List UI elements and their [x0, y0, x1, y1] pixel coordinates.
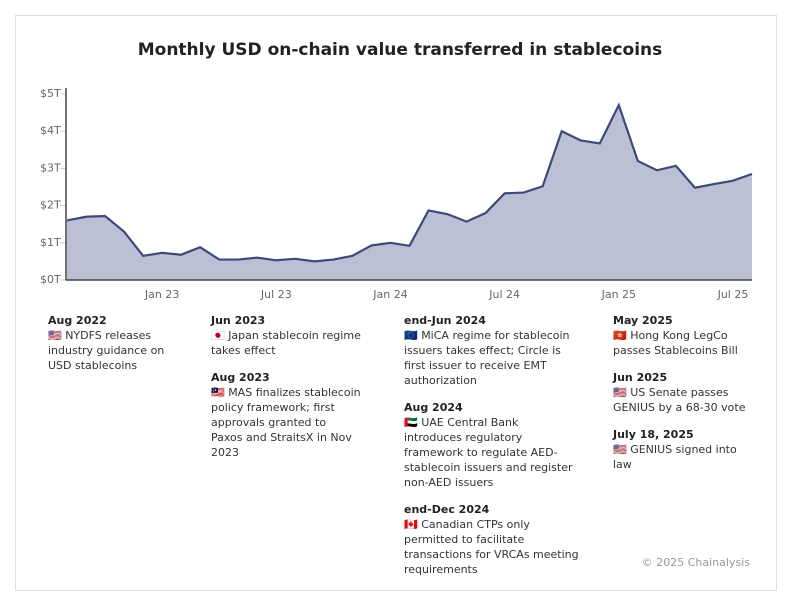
annotation: Jun 2025 🇺🇸 US Senate passes GENIUS by a …: [613, 370, 753, 415]
annotation: Aug 2023 🇲🇾 MAS finalizes stablecoin poli…: [211, 370, 361, 460]
annotation-text: 🇪🇺 MiCA regime for stablecoin issuers ta…: [404, 329, 570, 387]
annotation-column: end-Jun 2024 🇪🇺 MiCA regime for stablecoi…: [404, 313, 579, 577]
annotation-text: 🇺🇸 NYDFS releases industry guidance on U…: [48, 329, 165, 372]
x-tick-label: Jul 24: [488, 288, 520, 301]
annotation-date: end-Jun 2024: [404, 314, 486, 327]
x-tick-label: Jul 23: [260, 288, 292, 301]
chart-title: Monthly USD on-chain value transferred i…: [138, 40, 663, 60]
annotation-column: May 2025 🇭🇰 Hong Kong LegCo passes Stable…: [613, 313, 753, 472]
annotation-text: 🇺🇸 GENIUS signed into law: [613, 443, 737, 471]
footer: © 2025 Chainalysis: [641, 556, 750, 569]
annotation: Aug 2024 🇦🇪 UAE Central Bank introduces r…: [404, 400, 579, 490]
annotation-column: Aug 2022 🇺🇸 NYDFS releases industry guida…: [48, 313, 178, 373]
y-tick-label: $3T: [40, 161, 61, 174]
annotation-date: Jun 2025: [613, 371, 668, 384]
annotation-text: 🇦🇪 UAE Central Bank introduces regulator…: [404, 416, 573, 489]
y-tick-label: $0T: [40, 273, 61, 286]
annotation-date: July 18, 2025: [613, 428, 694, 441]
x-tick-label: Jul 25: [717, 288, 749, 301]
annotation-text: 🇨🇦 Canadian CTPs only permitted to facil…: [404, 518, 579, 576]
card: [15, 15, 777, 591]
x-tick-label: Jan 23: [144, 288, 179, 301]
annotation: end-Dec 2024 🇨🇦 Canadian CTPs only permit…: [404, 502, 579, 577]
annotation-text: 🇯🇵 Japan stablecoin regime takes effect: [211, 329, 361, 357]
annotation-date: Aug 2022: [48, 314, 107, 327]
y-tick-label: $1T: [40, 236, 61, 249]
annotation-date: Jun 2023: [211, 314, 266, 327]
line: [66, 102, 753, 263]
annotation-column: Jun 2023 🇯🇵 Japan stablecoin regime takes…: [211, 313, 361, 460]
x-tick-label: Jan 25: [601, 288, 636, 301]
annotation-text: 🇺🇸 US Senate passes GENIUS by a 68-30 vo…: [613, 386, 746, 414]
annotation: end-Jun 2024 🇪🇺 MiCA regime for stablecoi…: [404, 313, 579, 388]
annotation-text: 🇭🇰 Hong Kong LegCo passes Stablecoins Bi…: [613, 329, 738, 357]
area: [67, 105, 752, 280]
annotation-date: end-Dec 2024: [404, 503, 490, 516]
annotation: July 18, 2025 🇺🇸 GENIUS signed into law: [613, 427, 753, 472]
y-tick-label: $5T: [40, 87, 61, 100]
annotation-date: May 2025: [613, 314, 673, 327]
annotation: May 2025 🇭🇰 Hong Kong LegCo passes Stable…: [613, 313, 753, 358]
annotation: Aug 2022 🇺🇸 NYDFS releases industry guida…: [48, 313, 178, 373]
annotation-date: Aug 2024: [404, 401, 463, 414]
y-tick-label: $2T: [40, 199, 61, 212]
annotation-text: 🇲🇾 MAS finalizes stablecoin policy frame…: [211, 386, 361, 459]
annotation-date: Aug 2023: [211, 371, 270, 384]
y-tick-label: $4T: [40, 124, 61, 137]
x-tick-label: Jan 24: [372, 288, 407, 301]
chart: Monthly USD on-chain value transferred i…: [40, 40, 753, 301]
annotation: Jun 2023 🇯🇵 Japan stablecoin regime takes…: [211, 313, 361, 358]
